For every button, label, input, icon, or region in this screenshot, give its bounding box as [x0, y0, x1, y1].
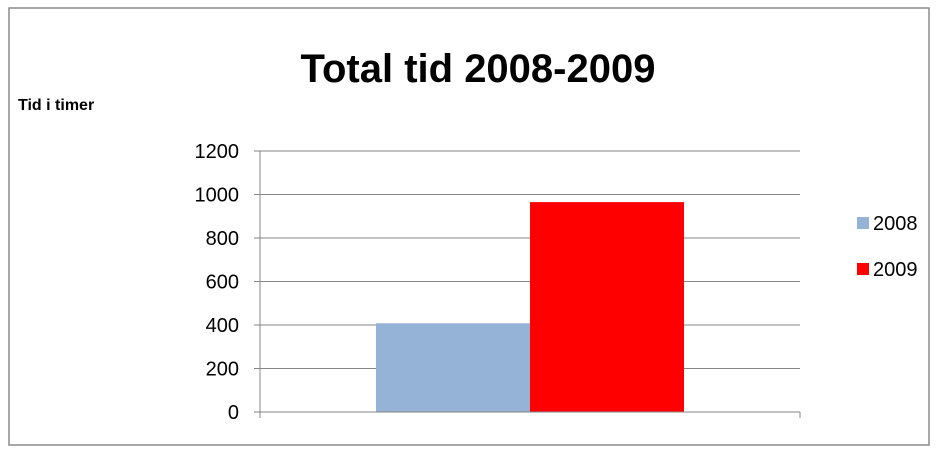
legend-label-2009: 2009	[873, 259, 918, 281]
y-tick-label: 800	[206, 228, 239, 250]
y-axis-ticks: 0 200 400 600 800 1000 1200	[195, 141, 260, 424]
y-axis-label: Tid i timer	[18, 97, 94, 114]
axes	[254, 151, 801, 418]
legend-swatch-2008	[857, 217, 869, 229]
chart-title: Total tid 2008-2009	[301, 47, 656, 91]
y-tick-label: 1200	[195, 141, 240, 163]
legend: 2008 2009	[857, 213, 918, 281]
gridlines	[260, 150, 800, 369]
y-tick-label: 1000	[195, 185, 240, 207]
y-tick-label: 0	[228, 402, 239, 424]
bar-2008	[376, 323, 530, 412]
bars	[376, 202, 684, 412]
legend-label-2008: 2008	[873, 213, 918, 235]
y-tick-label: 600	[206, 272, 239, 294]
bar-2009	[530, 202, 684, 412]
legend-swatch-2009	[857, 263, 869, 275]
y-tick-label: 200	[206, 359, 239, 381]
y-tick-label: 400	[206, 315, 239, 337]
